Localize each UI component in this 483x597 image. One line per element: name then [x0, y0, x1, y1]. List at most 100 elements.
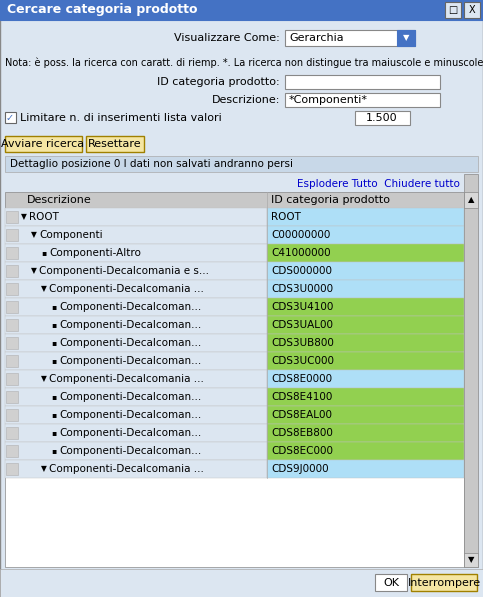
Text: ▼: ▼ — [21, 213, 27, 221]
Text: CDS8EC000: CDS8EC000 — [271, 446, 333, 456]
Text: Componenti-Altro: Componenti-Altro — [49, 248, 141, 258]
Bar — [267, 388, 464, 406]
Text: ▲: ▲ — [468, 195, 474, 205]
Text: ROOT: ROOT — [271, 212, 301, 222]
Bar — [464, 174, 478, 567]
Text: Componenti-Decalcomania e s...: Componenti-Decalcomania e s... — [39, 266, 209, 276]
Bar — [5, 208, 464, 567]
Bar — [6, 373, 18, 385]
Bar — [464, 2, 480, 18]
Bar — [267, 334, 464, 352]
Bar — [6, 409, 18, 421]
Bar — [267, 298, 464, 316]
Text: Limitare n. di inserimenti lista valori: Limitare n. di inserimenti lista valori — [20, 113, 222, 123]
Bar — [0, 569, 483, 597]
Text: Avviare ricerca: Avviare ricerca — [1, 139, 85, 149]
Bar — [5, 316, 267, 334]
Text: Componenti-Decalcoman...: Componenti-Decalcoman... — [59, 338, 201, 348]
Text: C41000000: C41000000 — [271, 248, 331, 258]
Text: Componenti-Decalcoman...: Componenti-Decalcoman... — [59, 410, 201, 420]
Bar — [86, 136, 144, 152]
Text: ▪: ▪ — [51, 411, 56, 420]
Bar — [267, 352, 464, 370]
Bar — [5, 370, 267, 388]
Bar — [267, 370, 464, 388]
Text: Descrizione:: Descrizione: — [212, 95, 280, 105]
Text: □: □ — [448, 5, 457, 15]
Text: ▪: ▪ — [51, 392, 56, 402]
Bar — [6, 355, 18, 367]
Text: Componenti-Decalcoman...: Componenti-Decalcoman... — [59, 320, 201, 330]
Text: ▪: ▪ — [51, 447, 56, 456]
Text: ID categoria prodotto:: ID categoria prodotto: — [157, 77, 280, 87]
Bar — [375, 574, 407, 591]
Text: *Componenti*: *Componenti* — [289, 95, 368, 105]
Text: 1.500: 1.500 — [366, 113, 398, 123]
Bar — [267, 208, 464, 226]
Bar — [411, 574, 477, 591]
Bar — [5, 262, 267, 280]
Text: CDS3UB800: CDS3UB800 — [271, 338, 334, 348]
Text: ▪: ▪ — [51, 321, 56, 330]
Text: X: X — [469, 5, 475, 15]
Bar — [267, 262, 464, 280]
Bar — [267, 424, 464, 442]
Bar — [6, 463, 18, 475]
Bar — [267, 460, 464, 478]
Bar — [355, 111, 410, 125]
Bar — [6, 247, 18, 259]
Text: ▪: ▪ — [51, 303, 56, 312]
Bar — [5, 406, 267, 424]
Bar — [5, 352, 267, 370]
Text: Componenti-Decalcoman...: Componenti-Decalcoman... — [59, 446, 201, 456]
Bar — [5, 174, 478, 190]
Text: ▼: ▼ — [31, 230, 37, 239]
Bar — [5, 460, 267, 478]
Bar — [267, 226, 464, 244]
Bar — [267, 280, 464, 298]
Text: Componenti-Decalcoman...: Componenti-Decalcoman... — [59, 428, 201, 438]
Text: ▪: ▪ — [51, 356, 56, 365]
Text: Componenti-Decalcomania ...: Componenti-Decalcomania ... — [49, 374, 204, 384]
Text: Componenti: Componenti — [39, 230, 102, 240]
Bar — [6, 337, 18, 349]
Text: ▼: ▼ — [403, 33, 409, 42]
Bar — [6, 391, 18, 403]
Text: Esplodere Tutto  Chiudere tutto: Esplodere Tutto Chiudere tutto — [297, 179, 460, 189]
Text: CDS3U0000: CDS3U0000 — [271, 284, 333, 294]
Bar — [445, 2, 461, 18]
Bar — [5, 208, 267, 226]
Bar — [464, 192, 478, 208]
Text: CDS000000: CDS000000 — [271, 266, 332, 276]
Text: CDS3UAL00: CDS3UAL00 — [271, 320, 333, 330]
Text: ▼: ▼ — [468, 555, 474, 565]
Bar — [5, 136, 82, 152]
Bar — [5, 424, 267, 442]
Text: ▪: ▪ — [41, 248, 46, 257]
Text: ▼: ▼ — [41, 374, 47, 383]
Text: ROOT: ROOT — [29, 212, 59, 222]
Text: CDS3U4100: CDS3U4100 — [271, 302, 333, 312]
Text: Componenti-Decalcoman...: Componenti-Decalcoman... — [59, 392, 201, 402]
Bar — [285, 75, 440, 89]
Text: Descrizione: Descrizione — [27, 195, 92, 205]
Text: Dettaglio posizione 0 I dati non salvati andranno persi: Dettaglio posizione 0 I dati non salvati… — [10, 159, 293, 169]
Bar — [5, 226, 267, 244]
Text: ▪: ▪ — [51, 429, 56, 438]
Bar — [6, 301, 18, 313]
Bar — [6, 445, 18, 457]
Bar — [285, 30, 415, 46]
Text: C00000000: C00000000 — [271, 230, 330, 240]
Text: Componenti-Decalcomania ...: Componenti-Decalcomania ... — [49, 464, 204, 474]
Bar — [6, 427, 18, 439]
Text: ▪: ▪ — [51, 338, 56, 347]
Text: CDS8EB800: CDS8EB800 — [271, 428, 333, 438]
Bar — [6, 229, 18, 241]
Bar — [6, 211, 18, 223]
Bar — [0, 0, 483, 20]
Text: CDS9J0000: CDS9J0000 — [271, 464, 328, 474]
Bar — [5, 442, 267, 460]
Bar — [6, 265, 18, 277]
Text: OK: OK — [383, 577, 399, 587]
Bar — [5, 244, 267, 262]
